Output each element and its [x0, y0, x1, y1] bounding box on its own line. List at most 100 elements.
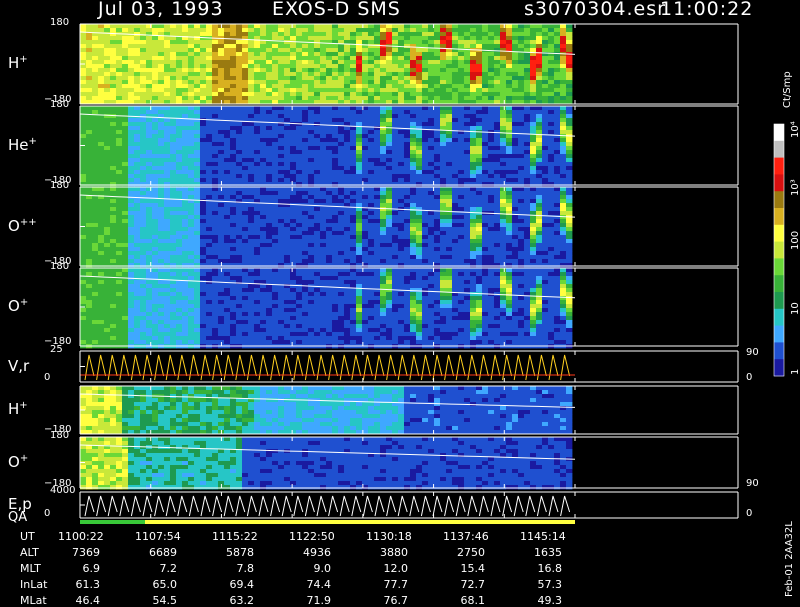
heat-cell — [116, 215, 122, 219]
heat-cell — [254, 142, 260, 146]
heat-cell — [254, 96, 260, 100]
heat-cell — [110, 92, 116, 96]
heat-cell — [416, 110, 422, 114]
heat-cell — [494, 138, 500, 142]
heat-cell — [80, 146, 86, 150]
heat-cell — [332, 68, 338, 72]
heat-cell — [188, 166, 194, 170]
heat-cell — [230, 191, 236, 195]
heat-cell — [104, 187, 110, 191]
heat-cell — [332, 92, 338, 96]
heat-cell — [200, 106, 206, 110]
heat-cell — [440, 110, 446, 114]
heat-cell — [506, 247, 512, 251]
heat-cell — [470, 243, 476, 247]
heat-cell — [218, 215, 224, 219]
heat-cell — [200, 122, 206, 126]
heat-cell — [308, 142, 314, 146]
heat-cell — [140, 219, 146, 223]
heat-cell — [164, 187, 170, 191]
heat-cell — [302, 52, 308, 56]
heat-cell — [92, 227, 98, 231]
heat-cell — [554, 118, 560, 122]
heat-cell — [290, 134, 296, 138]
heat-cell — [218, 191, 224, 195]
heat-cell — [470, 223, 476, 227]
heat-cell — [404, 166, 410, 170]
heat-cell — [326, 243, 332, 247]
heat-cell — [266, 211, 272, 215]
heat-cell — [512, 239, 518, 243]
heat-cell — [182, 24, 188, 28]
heat-cell — [158, 122, 164, 126]
heat-cell — [464, 32, 470, 36]
heat-cell — [368, 122, 374, 126]
heat-cell — [548, 235, 554, 239]
heat-cell — [182, 150, 188, 154]
heat-cell — [266, 199, 272, 203]
heat-cell — [182, 207, 188, 211]
heat-cell — [200, 142, 206, 146]
heat-cell — [266, 36, 272, 40]
heat-cell — [242, 178, 248, 182]
heat-cell — [98, 187, 104, 191]
heat-cell — [428, 134, 434, 138]
heat-cell — [398, 255, 404, 259]
heat-cell — [494, 223, 500, 227]
heat-cell — [128, 235, 134, 239]
heat-cell — [122, 255, 128, 259]
heat-cell — [338, 48, 344, 52]
heat-cell — [278, 162, 284, 166]
heat-cell — [266, 187, 272, 191]
heat-cell — [218, 174, 224, 178]
heat-cell — [332, 235, 338, 239]
heat-cell — [302, 263, 308, 267]
heat-cell — [152, 96, 158, 100]
heat-cell — [92, 52, 98, 56]
heat-cell — [392, 134, 398, 138]
heat-cell — [140, 239, 146, 243]
heat-cell — [470, 162, 476, 166]
heat-cell — [302, 243, 308, 247]
heat-cell — [290, 207, 296, 211]
heat-cell — [248, 96, 254, 100]
heat-cell — [266, 96, 272, 100]
heat-cell — [566, 162, 572, 166]
heat-cell — [260, 223, 266, 227]
heat-cell — [452, 68, 458, 72]
heat-cell — [290, 247, 296, 251]
heat-cell — [524, 203, 530, 207]
heat-cell — [122, 150, 128, 154]
heat-cell — [86, 219, 92, 223]
heat-cell — [482, 239, 488, 243]
heat-cell — [116, 231, 122, 235]
heat-cell — [392, 251, 398, 255]
heat-cell — [194, 227, 200, 231]
heat-cell — [248, 32, 254, 36]
heat-cell — [98, 215, 104, 219]
heat-cell — [320, 64, 326, 68]
heat-cell — [110, 52, 116, 56]
heat-cell — [98, 243, 104, 247]
heat-cell — [260, 110, 266, 114]
heat-cell — [398, 106, 404, 110]
heat-cell — [242, 239, 248, 243]
heat-cell — [266, 56, 272, 60]
heat-cell — [338, 88, 344, 92]
heat-cell — [254, 187, 260, 191]
heat-cell — [440, 114, 446, 118]
heat-cell — [458, 182, 464, 186]
heat-cell — [392, 191, 398, 195]
heat-cell — [458, 259, 464, 263]
heat-cell — [332, 158, 338, 162]
heat-cell — [194, 48, 200, 52]
heat-cell — [458, 118, 464, 122]
heat-cell — [248, 174, 254, 178]
heat-cell — [410, 251, 416, 255]
heat-cell — [350, 146, 356, 150]
heat-cell — [206, 84, 212, 88]
heat-cell — [404, 76, 410, 80]
heat-cell — [116, 158, 122, 162]
heat-cell — [338, 187, 344, 191]
heat-cell — [266, 195, 272, 199]
